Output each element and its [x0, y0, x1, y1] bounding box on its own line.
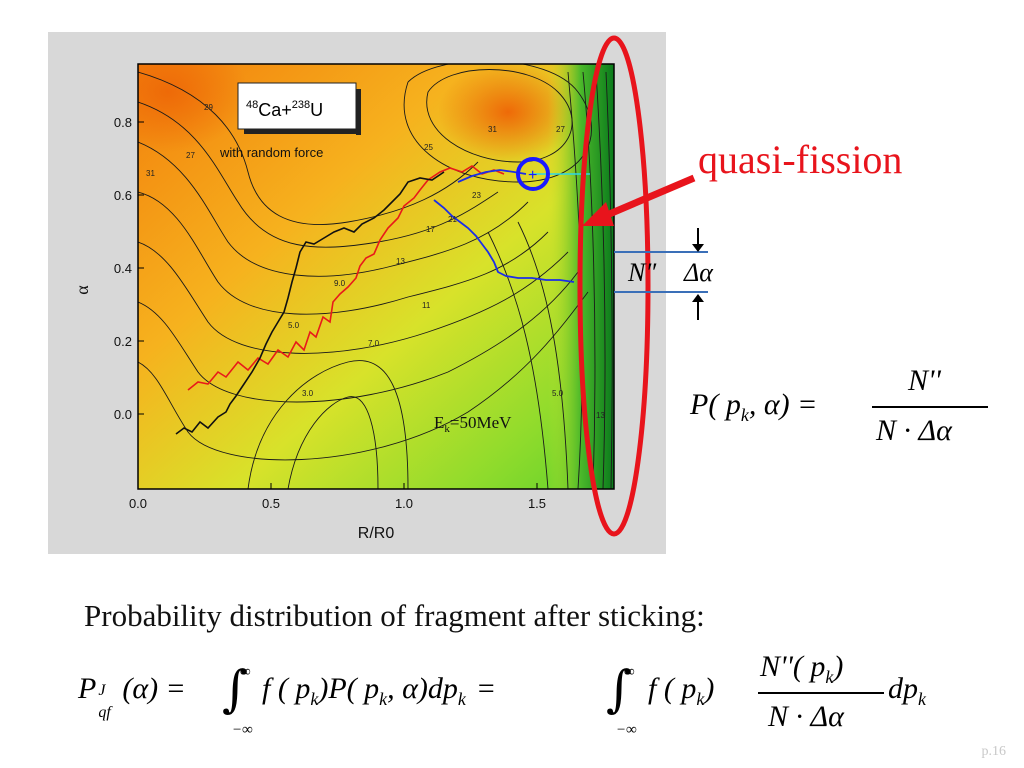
figure-panel: + 0.0 0.5 1.0 1.5 0.8 0.6 0.4 0.2 0.0 — [48, 32, 666, 554]
bin-arrow-down-head — [692, 244, 704, 252]
contour-label: 13 — [396, 257, 405, 266]
formula-main-part-b: f ( pk)P( pk, α)dpk = — [262, 672, 497, 709]
caption: Probability distribution of fragment aft… — [84, 598, 705, 633]
x-tick-label: 1.0 — [395, 496, 413, 511]
contour-label: 7.0 — [368, 339, 380, 348]
y-tick-label: 0.8 — [114, 115, 132, 130]
n-double-prime-label: N″ — [628, 258, 657, 287]
potential-peak-right — [438, 64, 578, 162]
bin-arrow-up-head — [692, 294, 704, 302]
plot-frame — [137, 63, 615, 490]
integral-sign-2: ∫ — [606, 660, 633, 718]
svg-text:48Ca+238U: 48Ca+238U — [246, 99, 323, 120]
contour-label: 25 — [424, 143, 433, 152]
contour-label: 31 — [146, 169, 155, 178]
trajectory-red — [187, 165, 505, 391]
contour-plot: + 0.0 0.5 1.0 1.5 0.8 0.6 0.4 0.2 0.0 — [72, 63, 615, 542]
contour-label: 27 — [186, 151, 195, 160]
formula-main-tail: dpk — [888, 672, 926, 709]
trajectory-blue — [433, 199, 575, 283]
contour-label: 5.0 — [552, 389, 564, 398]
quasi-fission-arrow-shaft — [598, 174, 696, 222]
formula-p-numerator: N'' — [908, 364, 941, 397]
reaction-el-1: Ca+ — [258, 100, 292, 120]
contour-label: 29 — [204, 103, 213, 112]
x-tick-label: 0.0 — [129, 496, 147, 511]
quasi-fission-label: quasi-fission — [698, 137, 903, 182]
quasi-fission-ellipse — [577, 35, 651, 537]
x-tick-label: 0.5 — [262, 496, 280, 511]
integral-1-upper: ∞ — [240, 664, 251, 680]
contour-label: 9.0 — [334, 279, 346, 288]
reaction-sup-2: 238 — [292, 99, 310, 111]
x-tick-label: 1.5 — [528, 496, 546, 511]
trajectory-black — [175, 171, 445, 435]
trajectory-blue-upper — [457, 169, 527, 183]
formula-main-part-c: f ( pk) — [648, 672, 715, 709]
y-tick-label: 0.4 — [114, 261, 132, 276]
potential-peak-left — [138, 64, 248, 152]
target-plus: + — [528, 167, 537, 184]
integral-sign-1: ∫ — [222, 660, 249, 718]
y-axis-ticks — [138, 121, 144, 415]
formula-p-lhs: P( pk, α) = — [690, 388, 818, 425]
contour-label: 23 — [472, 191, 481, 200]
formula-main-fraction-bar — [758, 692, 884, 694]
contour-label: 27 — [556, 125, 565, 134]
contour-label: 5.0 — [288, 321, 300, 330]
contour-label: 13 — [596, 411, 605, 420]
contour-label: 17 — [426, 225, 435, 234]
subtitle: with random force — [219, 145, 323, 160]
x-axis-label: R/R0 — [358, 525, 395, 542]
formula-p-denominator: N · Δα — [876, 414, 952, 447]
x-axis-ticks — [137, 483, 538, 489]
delta-alpha-label: Δα — [684, 258, 713, 287]
contour-label: 21 — [448, 215, 457, 224]
quasi-fission-arrow-head — [582, 202, 614, 226]
reaction-el-2: U — [310, 100, 323, 120]
contour-label: 31 — [488, 125, 497, 134]
page-number: p.16 — [981, 744, 1007, 759]
integral-1-lower: −∞ — [232, 722, 253, 738]
contour-label: 11 — [422, 301, 431, 310]
integral-2-upper: ∞ — [624, 664, 635, 680]
energy-label: Ek=50MeV — [434, 413, 512, 435]
contour-lines — [138, 64, 613, 489]
formula-main-denominator: N · Δα — [768, 700, 844, 733]
y-axis-label: α — [72, 285, 92, 295]
target-circle — [516, 157, 550, 191]
y-tick-label: 0.0 — [114, 407, 132, 422]
integral-2-lower: −∞ — [616, 722, 637, 738]
contour-label: 3.0 — [302, 389, 314, 398]
formula-main-numerator: N''( pk) — [760, 650, 844, 687]
reaction-sup-1: 48 — [246, 99, 258, 111]
y-tick-label: 0.6 — [114, 188, 132, 203]
y-tick-label: 0.2 — [114, 334, 132, 349]
reaction-label-box: 48Ca+238U — [237, 82, 361, 135]
formula-p-fraction-bar — [872, 406, 988, 408]
